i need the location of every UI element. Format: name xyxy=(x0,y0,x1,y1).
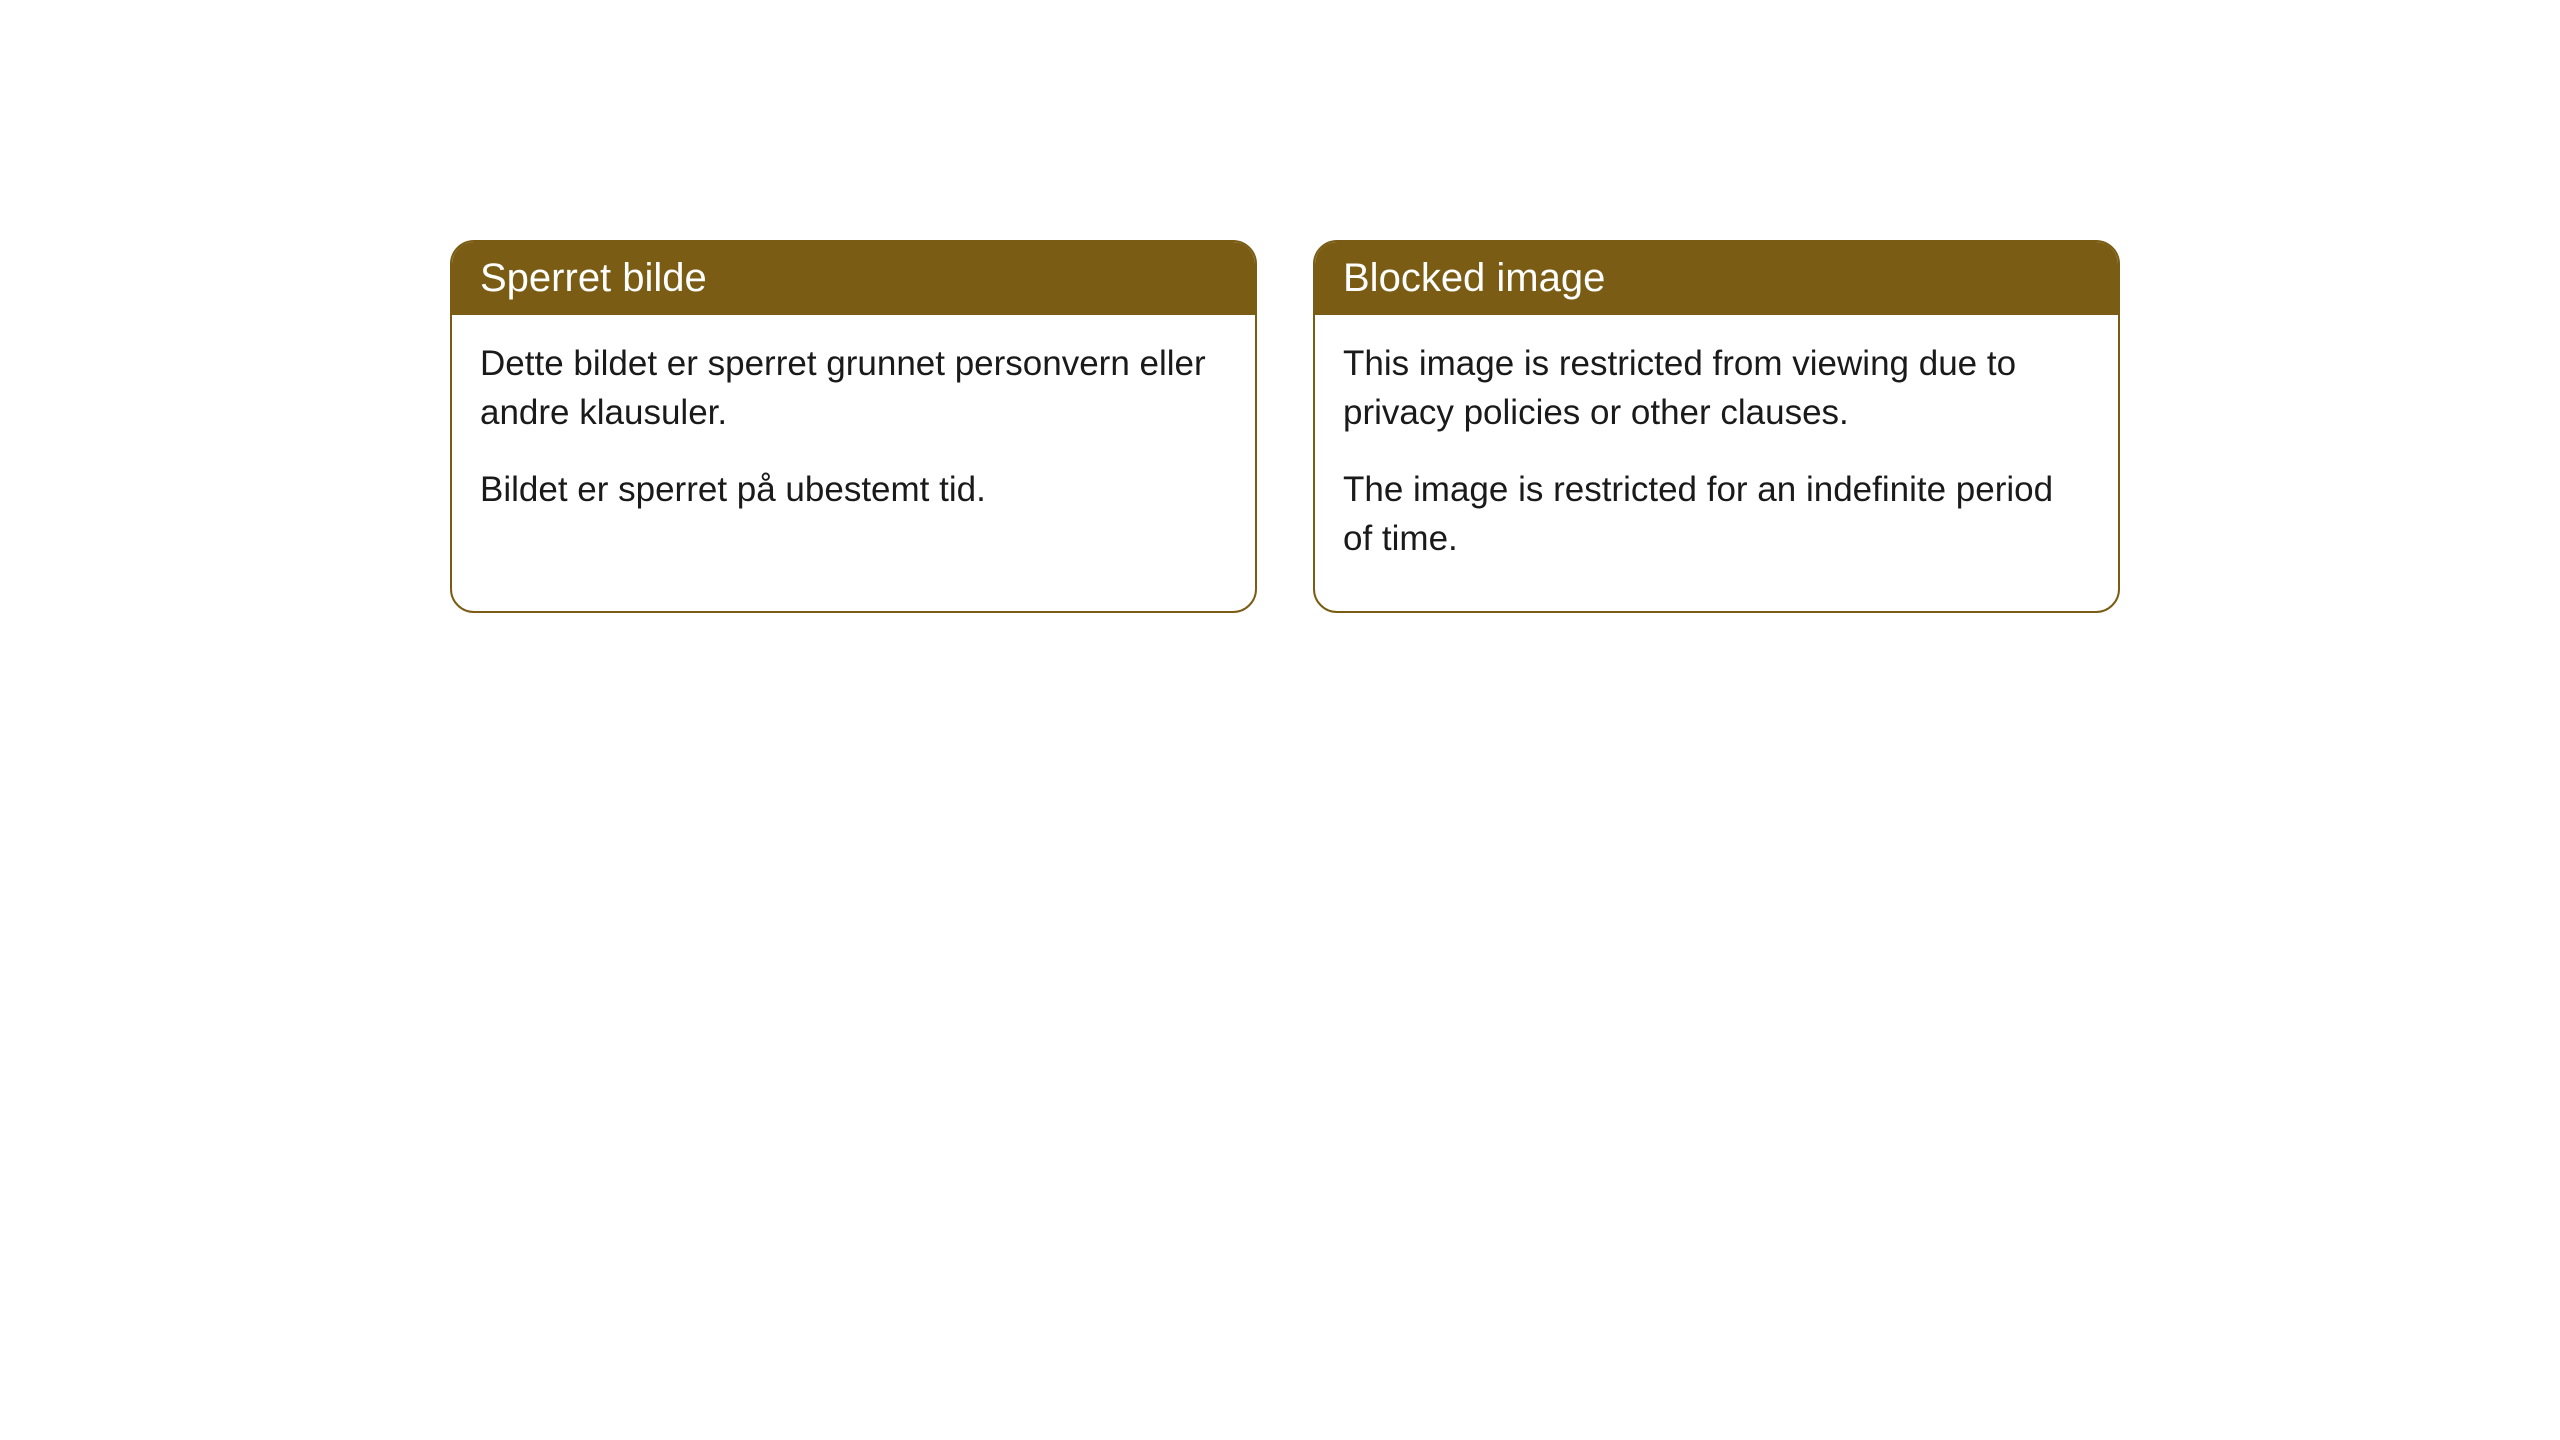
card-body-norwegian: Dette bildet er sperret grunnet personve… xyxy=(452,315,1255,562)
card-title-english: Blocked image xyxy=(1315,242,2118,315)
blocked-image-card-english: Blocked image This image is restricted f… xyxy=(1313,240,2120,613)
blocked-image-card-norwegian: Sperret bilde Dette bildet er sperret gr… xyxy=(450,240,1257,613)
card-body-english: This image is restricted from viewing du… xyxy=(1315,315,2118,611)
card-paragraph-1-norwegian: Dette bildet er sperret grunnet personve… xyxy=(480,339,1227,437)
card-paragraph-1-english: This image is restricted from viewing du… xyxy=(1343,339,2090,437)
card-paragraph-2-english: The image is restricted for an indefinit… xyxy=(1343,465,2090,563)
card-title-norwegian: Sperret bilde xyxy=(452,242,1255,315)
notice-cards-container: Sperret bilde Dette bildet er sperret gr… xyxy=(0,0,2560,613)
card-paragraph-2-norwegian: Bildet er sperret på ubestemt tid. xyxy=(480,465,1227,514)
